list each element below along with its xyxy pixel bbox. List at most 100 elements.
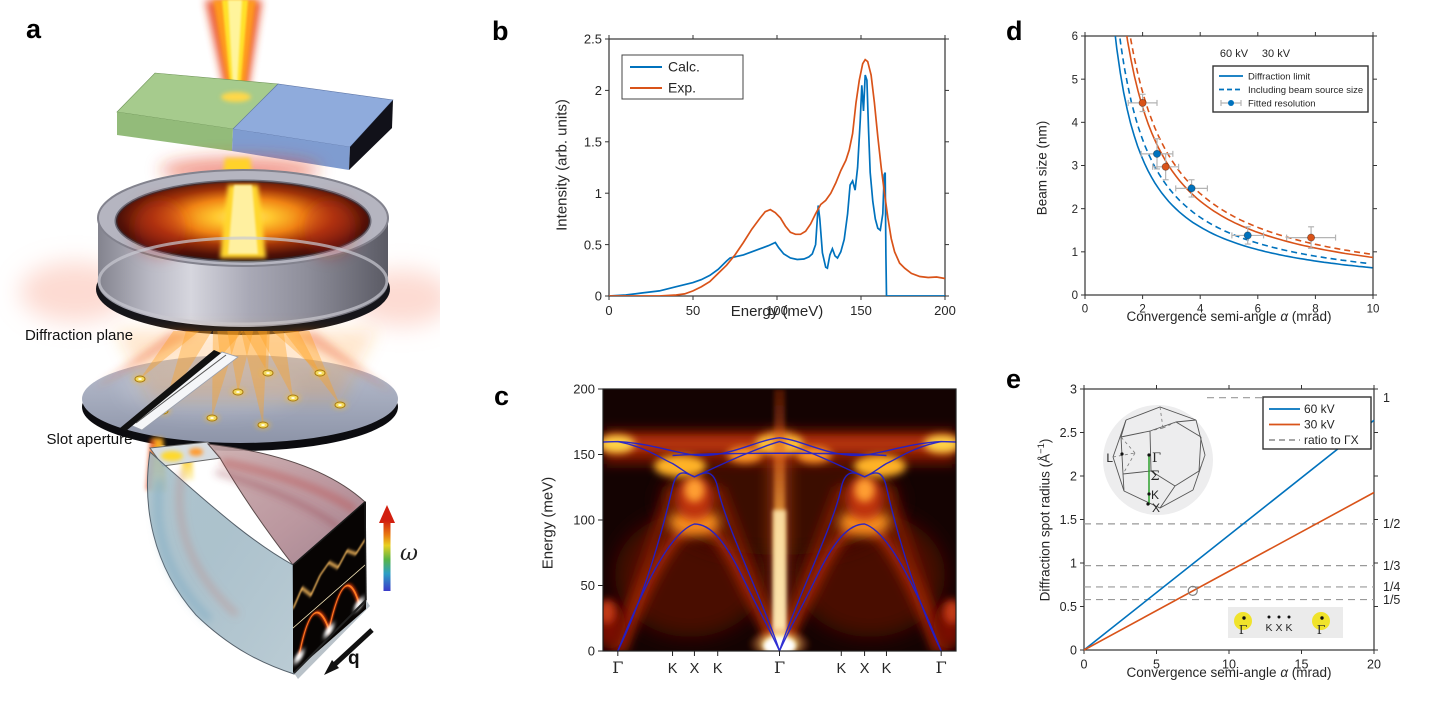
tick-label: Including beam source size [1248, 85, 1363, 96]
tick-label: 6 [1072, 31, 1078, 43]
wedge-outer-surface [146, 451, 295, 675]
tick-label: 30 kV [1304, 418, 1335, 432]
bz-label: Σ [1150, 469, 1159, 484]
inset-label: K [1285, 622, 1292, 634]
legend-box: Diffraction limit Including beam source s… [1212, 65, 1369, 113]
panel-d-ylabel: Beam size (nm) [1034, 120, 1050, 216]
tick-label: 10 [1222, 658, 1236, 672]
tick-label: 50 [581, 578, 595, 593]
diffraction-spot [332, 400, 348, 410]
diffraction-disc-inset [1228, 607, 1343, 638]
panel-e-xlabel-text: Convergence semi-angle [1126, 665, 1281, 680]
tick-label: 1 [1072, 247, 1078, 259]
diffraction-cone [241, 331, 267, 425]
tick-label: K [882, 661, 892, 677]
tick-label: 30 kV [1262, 48, 1291, 60]
panel-d-xlabel-text: Convergence semi-angle [1126, 309, 1281, 324]
inset-label: Γ [1317, 623, 1325, 637]
tick-label: Γ [774, 658, 785, 677]
tick-label: 3 [1072, 161, 1078, 173]
tick-label: Γ [612, 658, 623, 677]
diffraction-cone [227, 331, 254, 392]
tick-label: 5 [1072, 74, 1078, 86]
inset-label: K [1265, 622, 1272, 634]
panel-label-a: a [26, 14, 42, 44]
data-curve [1083, 491, 1375, 651]
tick-label: 1 [1383, 391, 1390, 405]
tick-label: 8 [1312, 304, 1318, 316]
panel-e-ylabel-text: Diffraction spot radius (Å [1037, 453, 1053, 602]
diffraction-cone [272, 331, 320, 373]
panel-label-d: d [1006, 16, 1023, 46]
tick-label: 150 [850, 303, 872, 318]
energy-filter-wedge [146, 441, 370, 679]
data-point [1286, 226, 1337, 249]
tick-label: Γ [936, 658, 947, 677]
dispersion-face [293, 501, 366, 673]
panel-d-xlabel-unit: (mrad) [1288, 309, 1332, 324]
diffraction-spot [132, 374, 148, 384]
panel-e-xlabel: Convergence semi-angle α (mrad) [1109, 665, 1349, 680]
legend-box: Calc. Exp. [621, 54, 744, 100]
panel-d-xlabel: Convergence semi-angle α (mrad) [1109, 309, 1349, 324]
tick-label: 0 [1072, 290, 1078, 302]
bz-label: Γ [1152, 451, 1161, 466]
alpha-symbol: α [1280, 309, 1289, 324]
data-curve [1114, 36, 1373, 269]
data-point [1127, 93, 1158, 113]
tick-label: 2 [1139, 304, 1145, 316]
tick-label: K [836, 661, 846, 677]
diffraction-spots [132, 331, 348, 430]
brillouin-zone-inset [1103, 405, 1213, 515]
tick-label: X [690, 661, 700, 677]
phonon-dispersion-overlay [603, 437, 956, 651]
diffraction-spot [255, 420, 271, 430]
tick-label: Fitted resolution [1248, 98, 1316, 109]
panel-e-ylabel: Diffraction spot radius (Å−1) [1036, 439, 1053, 602]
tick-label: 5 [1153, 658, 1160, 672]
tick-label: Exp. [668, 80, 696, 96]
tick-label: 15 [1295, 658, 1309, 672]
diffraction-spot [260, 368, 276, 378]
tick-label: ratio to ΓX [1304, 433, 1359, 447]
diffraction-cone [243, 331, 270, 373]
tick-label: 1 [595, 186, 602, 201]
tick-label: 1.5 [1060, 513, 1077, 527]
data-curve [1129, 36, 1373, 256]
tick-label: 2.5 [584, 32, 602, 47]
tick-label: 60 kV [1304, 402, 1335, 416]
inset-label: X [1275, 622, 1282, 634]
alpha-symbol: α [1280, 665, 1289, 680]
data-curve [609, 74, 945, 296]
tick-label: 1/5 [1383, 593, 1400, 607]
panel-b-xlabel: Energy (meV) [730, 303, 824, 320]
panel-a-illustration: Diffraction plane Slot aperture ω q [0, 0, 452, 712]
tick-label: 150 [573, 447, 595, 462]
tick-label: 0 [588, 644, 595, 659]
panel-b-ylabel: Intensity (arb. units) [553, 99, 571, 231]
data-point [1152, 153, 1180, 181]
diffraction-spot [204, 413, 220, 423]
diffraction-plane-label: Diffraction plane [24, 327, 134, 344]
tick-label: 6 [1255, 304, 1261, 316]
panel-label-e: e [1006, 364, 1022, 394]
diffraction-cone [140, 331, 200, 379]
tick-label: 2 [1072, 204, 1078, 216]
q-label: q [348, 648, 360, 669]
sample-blue-front [232, 129, 350, 170]
gamma-disc-left [1234, 612, 1252, 630]
tick-label: K [668, 661, 678, 677]
tick-label: Diffraction limit [1248, 71, 1310, 82]
data-curve [1126, 36, 1373, 259]
tick-label: 3 [1070, 383, 1077, 397]
tick-label: 0 [1070, 644, 1077, 658]
panel-e-xlabel-unit: (mrad) [1288, 665, 1332, 680]
tick-label: 1/4 [1383, 580, 1400, 594]
tick-label: 50 [686, 303, 700, 318]
tick-label: 10 [1367, 304, 1380, 316]
tick-label: 100 [766, 303, 788, 318]
tick-label: 100 [573, 513, 595, 528]
tick-label: 1/2 [1383, 517, 1400, 531]
